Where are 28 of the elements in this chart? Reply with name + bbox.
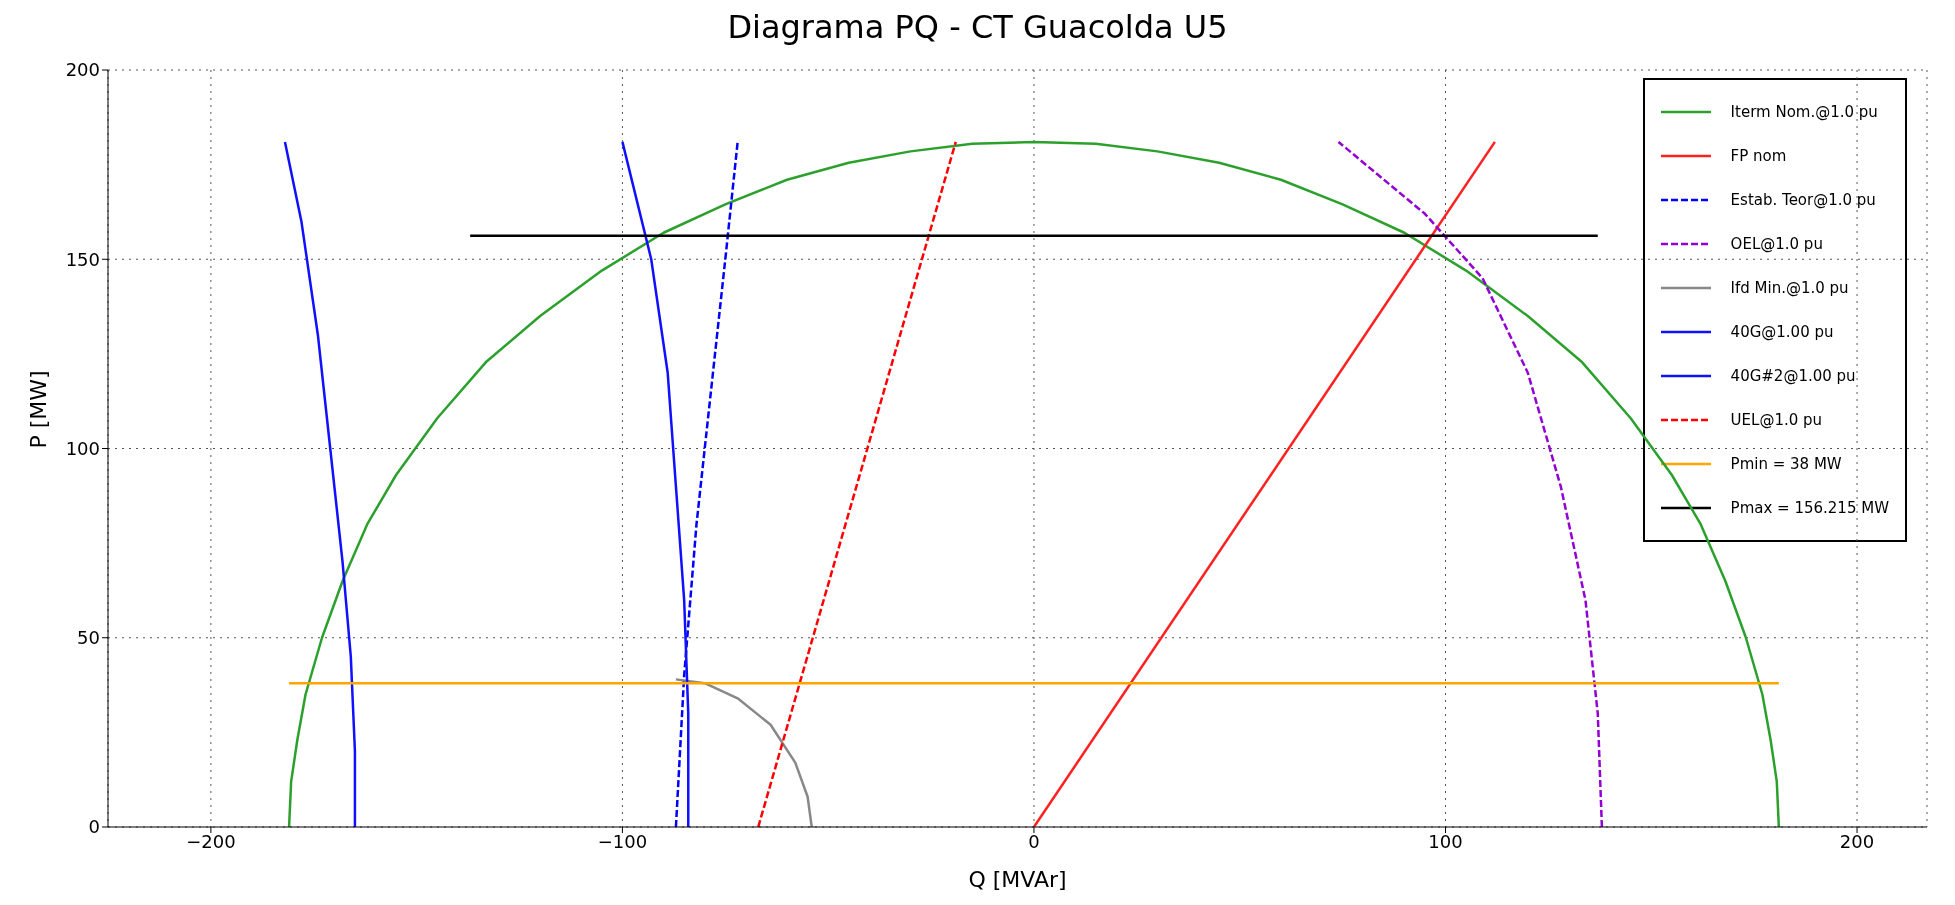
line-series <box>621 140 690 827</box>
legend-label: Iterm Nom.@1.0 pu <box>1730 103 1878 121</box>
x-axis-title: Q [MVAr] <box>968 867 1067 892</box>
y-tick-label: 200 <box>65 59 100 81</box>
line-series <box>283 140 357 827</box>
legend-label: OEL@1.0 pu <box>1730 235 1823 253</box>
y-tick-label: 50 <box>77 627 100 649</box>
legend-label: 40G@1.00 pu <box>1730 323 1834 341</box>
legend-label: Pmax = 156.215 MW <box>1730 499 1889 517</box>
chart-title: Diagrama PQ - CT Guacolda U5 <box>726 8 1229 48</box>
line-series <box>674 678 813 827</box>
y-tick-label: 100 <box>65 437 100 459</box>
legend-label: Ifd Min.@1.0 pu <box>1730 279 1849 297</box>
x-tick-label: 100 <box>1428 830 1463 852</box>
legend-label: FP nom <box>1730 147 1787 165</box>
x-tick-label: 0 <box>1028 830 1040 852</box>
x-tick-label: 200 <box>1839 830 1875 852</box>
x-tick-label: −200 <box>186 830 236 852</box>
y-tick-label: 150 <box>65 248 100 270</box>
y-axis-title: P [MW] <box>25 370 51 449</box>
y-tick-label: 0 <box>88 816 100 838</box>
x-tick-label: −100 <box>597 830 648 852</box>
legend-label: 40G#2@1.00 pu <box>1730 367 1856 385</box>
legend-label: UEL@1.0 pu <box>1730 411 1823 429</box>
legend-label: Estab. Teor@1.0 pu <box>1730 191 1876 209</box>
line-series <box>674 140 739 827</box>
line-series <box>1337 140 1604 827</box>
legend-label: Pmin = 38 MW <box>1730 455 1842 473</box>
